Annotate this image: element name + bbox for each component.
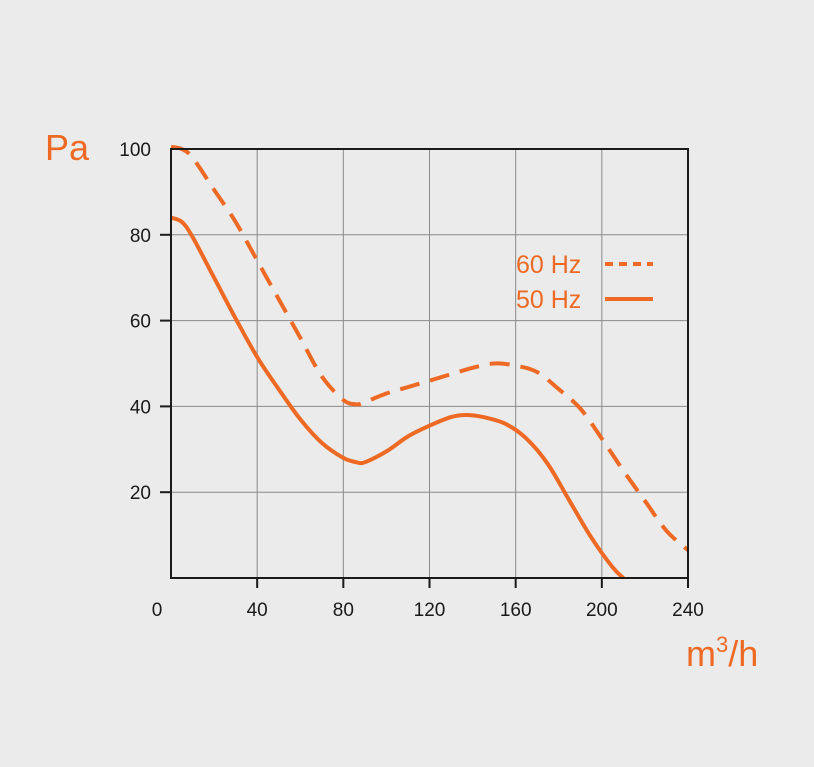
y-axis-title: Pa — [45, 127, 90, 168]
x-tick-label-0: 0 — [152, 600, 163, 621]
y-tick-label-40: 40 — [130, 397, 151, 418]
y-tick-label-80: 80 — [130, 226, 151, 247]
x-tick-label-240: 240 — [672, 600, 704, 621]
legend-label-60hz: 60 Hz — [516, 251, 581, 279]
x-tick-label-40: 40 — [247, 600, 268, 621]
x-axis-title-superscript: 3 — [716, 632, 728, 657]
x-axis-title-tail: /h — [728, 633, 758, 674]
x-tick-label-80: 80 — [333, 600, 354, 621]
y-tick-label-20: 20 — [130, 483, 151, 504]
y-tick-label-100: 100 — [119, 140, 151, 161]
axis-ticks: 0 40 80 120 160 200 240 20 40 60 80 100 — [119, 140, 704, 621]
x-tick-label-160: 160 — [500, 600, 532, 621]
x-axis-title-base: m — [686, 633, 716, 674]
series-line-50hz — [170, 215, 625, 580]
x-tick-label-120: 120 — [414, 600, 446, 621]
x-tick-label-200: 200 — [586, 600, 618, 621]
grid-lines — [171, 149, 688, 578]
legend: 60 Hz 50 Hz — [516, 251, 653, 314]
y-tick-label-60: 60 — [130, 312, 151, 333]
series-lines — [170, 144, 690, 580]
series-line-60hz — [170, 144, 690, 552]
legend-label-50hz: 50 Hz — [516, 286, 581, 314]
x-axis-title: m3/h — [686, 632, 758, 674]
